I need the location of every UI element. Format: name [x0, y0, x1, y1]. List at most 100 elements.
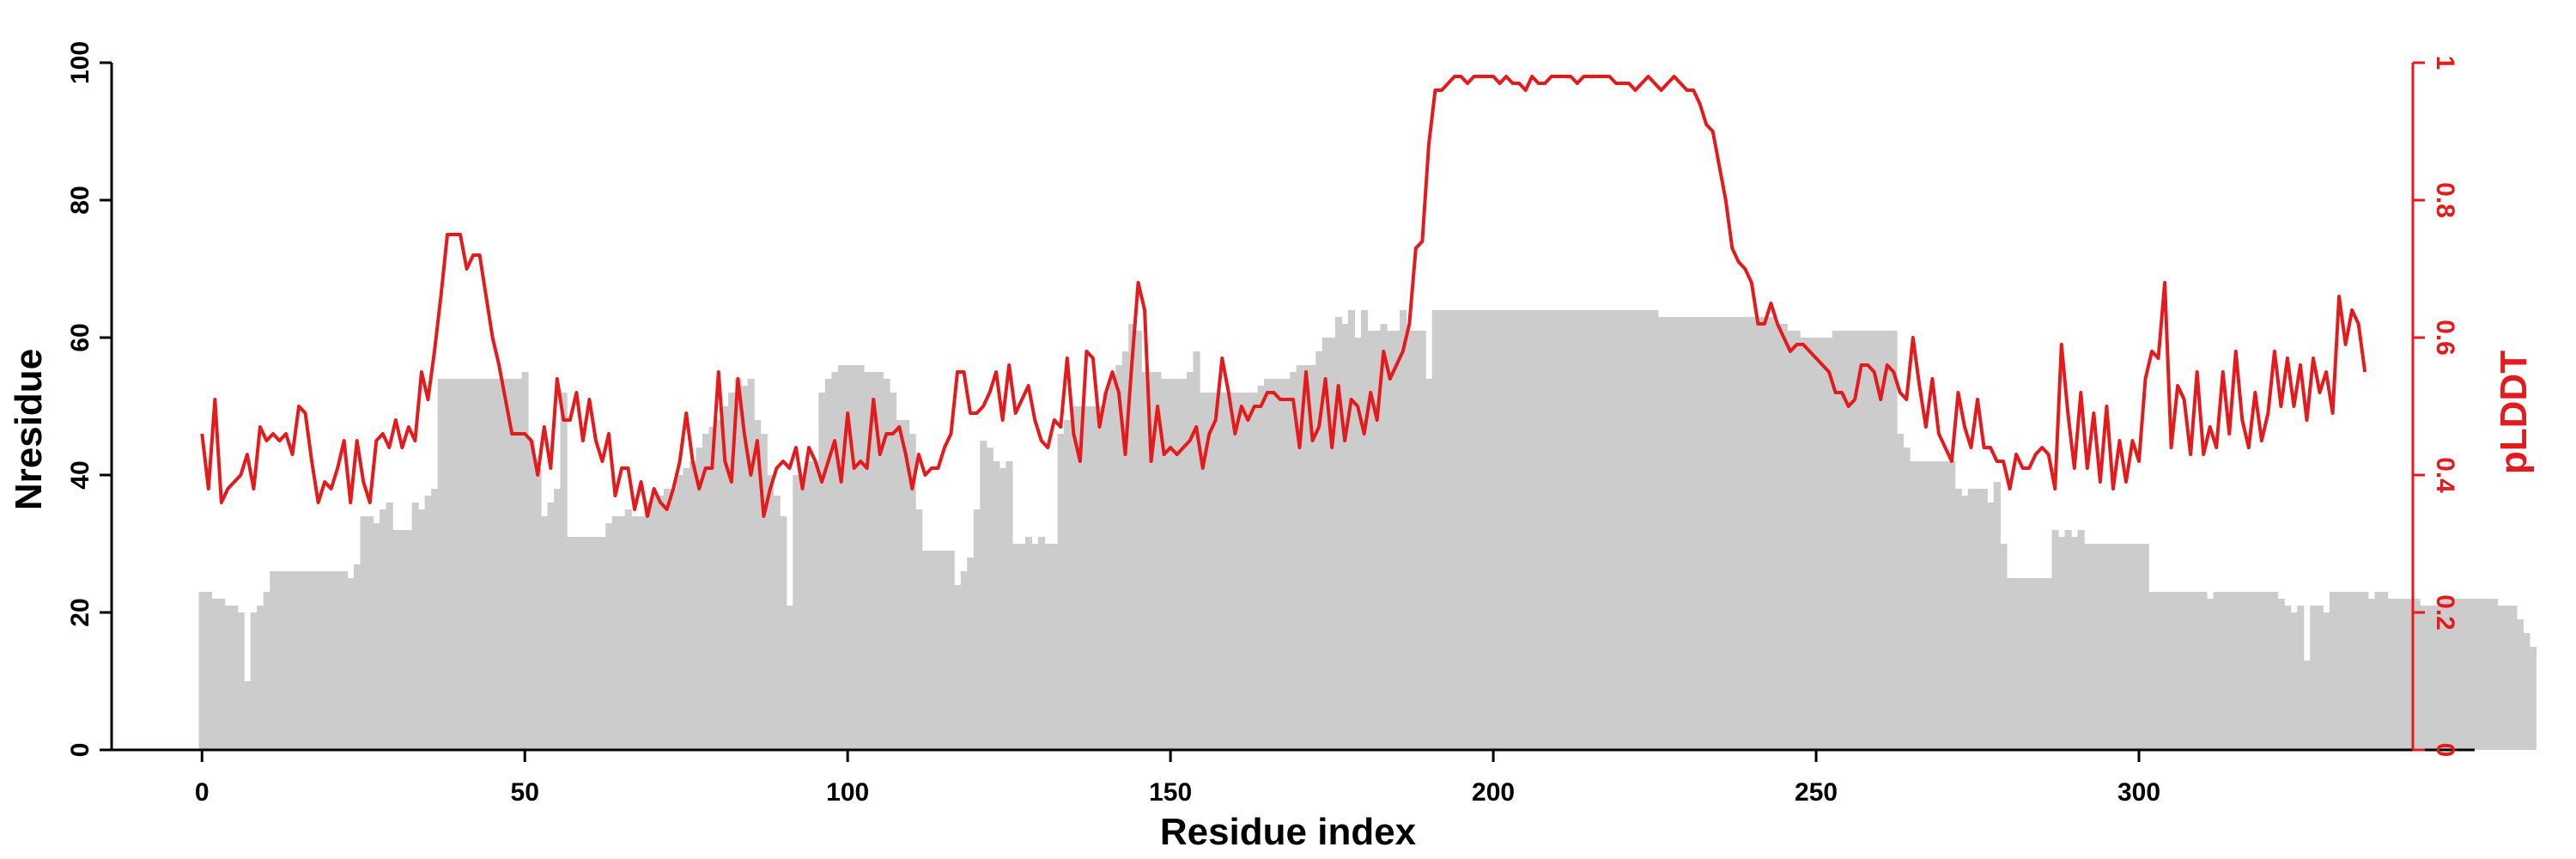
bar [2084, 544, 2092, 750]
bar [2477, 599, 2485, 750]
bar [1923, 461, 1930, 750]
bar [844, 365, 852, 750]
x-tick-label: 200 [1472, 778, 1515, 807]
bar [1980, 489, 1988, 750]
bar [2000, 544, 2008, 750]
bar [2329, 592, 2336, 750]
bar [1954, 489, 1962, 750]
bar [2187, 592, 2195, 750]
bar [2361, 592, 2369, 750]
bar [818, 393, 826, 750]
bar [314, 571, 322, 750]
bar [2458, 599, 2466, 750]
bar [1400, 310, 1407, 750]
bar [2258, 592, 2266, 750]
bar [1916, 461, 1923, 750]
bar [1780, 324, 1788, 750]
bar [1387, 331, 1394, 750]
bar [1683, 317, 1692, 750]
bar [405, 530, 413, 750]
bar [1813, 338, 1820, 750]
bar [1347, 310, 1356, 750]
bar [2323, 612, 2330, 750]
bar [2445, 599, 2453, 750]
bar [514, 379, 523, 750]
bar [2058, 537, 2066, 750]
bar [2174, 592, 2182, 750]
x-tick-label: 100 [826, 778, 869, 807]
bar [624, 509, 632, 750]
bar [1005, 461, 1013, 750]
bar [1134, 331, 1142, 750]
bar [947, 551, 955, 750]
bar [967, 557, 975, 750]
bar [534, 468, 542, 750]
bar [2464, 599, 2472, 750]
bar [1774, 324, 1782, 750]
y-left-tick-label: 100 [66, 41, 94, 84]
y-right-axis-title: pLDDT [2493, 350, 2535, 474]
bar [1587, 310, 1595, 750]
bar [811, 461, 819, 750]
bar [2420, 606, 2427, 750]
bar [883, 379, 890, 750]
bar [231, 606, 239, 750]
bar [424, 496, 432, 750]
bar [2426, 606, 2433, 750]
bar [386, 503, 393, 750]
bar [605, 523, 613, 750]
bar [760, 434, 768, 750]
bar [689, 461, 697, 750]
bar [1444, 310, 1452, 750]
bar [1360, 310, 1369, 750]
bar [495, 379, 503, 750]
bar [1857, 331, 1866, 750]
bar [676, 475, 684, 750]
bar [1270, 379, 1278, 750]
axes [110, 63, 2475, 752]
bar [560, 393, 568, 750]
bar [1806, 338, 1814, 750]
x-axis-title: Residue index [1160, 811, 1417, 853]
bar [1838, 331, 1846, 750]
bar [1741, 317, 1749, 750]
bar [1373, 331, 1382, 750]
bar [1393, 331, 1400, 750]
bar [2116, 544, 2123, 750]
bar [1644, 310, 1652, 750]
bar [244, 681, 252, 750]
bar [2433, 606, 2440, 750]
bar [1315, 351, 1323, 750]
bar [476, 379, 483, 750]
bar [289, 571, 296, 750]
bar [2387, 599, 2395, 750]
bar [2026, 578, 2033, 750]
bar [2071, 537, 2079, 750]
bar [1451, 310, 1459, 750]
bar [1167, 379, 1175, 750]
bar [1354, 338, 1362, 750]
bar [1147, 372, 1155, 750]
bar [347, 578, 355, 750]
bar [741, 386, 749, 750]
bar [1470, 310, 1478, 750]
bar [2206, 599, 2215, 750]
x-tick-label: 50 [511, 778, 539, 807]
bar [1534, 310, 1543, 750]
bar [1367, 331, 1375, 750]
bar [1748, 317, 1756, 750]
bar [1800, 338, 1807, 750]
bar [670, 489, 677, 750]
bar [501, 379, 510, 750]
bar [1238, 393, 1246, 750]
bar [1567, 310, 1575, 750]
bar [2367, 599, 2376, 750]
bar [618, 516, 626, 750]
bar [1090, 406, 1097, 750]
bar [398, 530, 406, 750]
bar [1212, 393, 1220, 750]
bar [890, 393, 897, 750]
bar [2510, 606, 2518, 750]
bar [1709, 317, 1717, 750]
